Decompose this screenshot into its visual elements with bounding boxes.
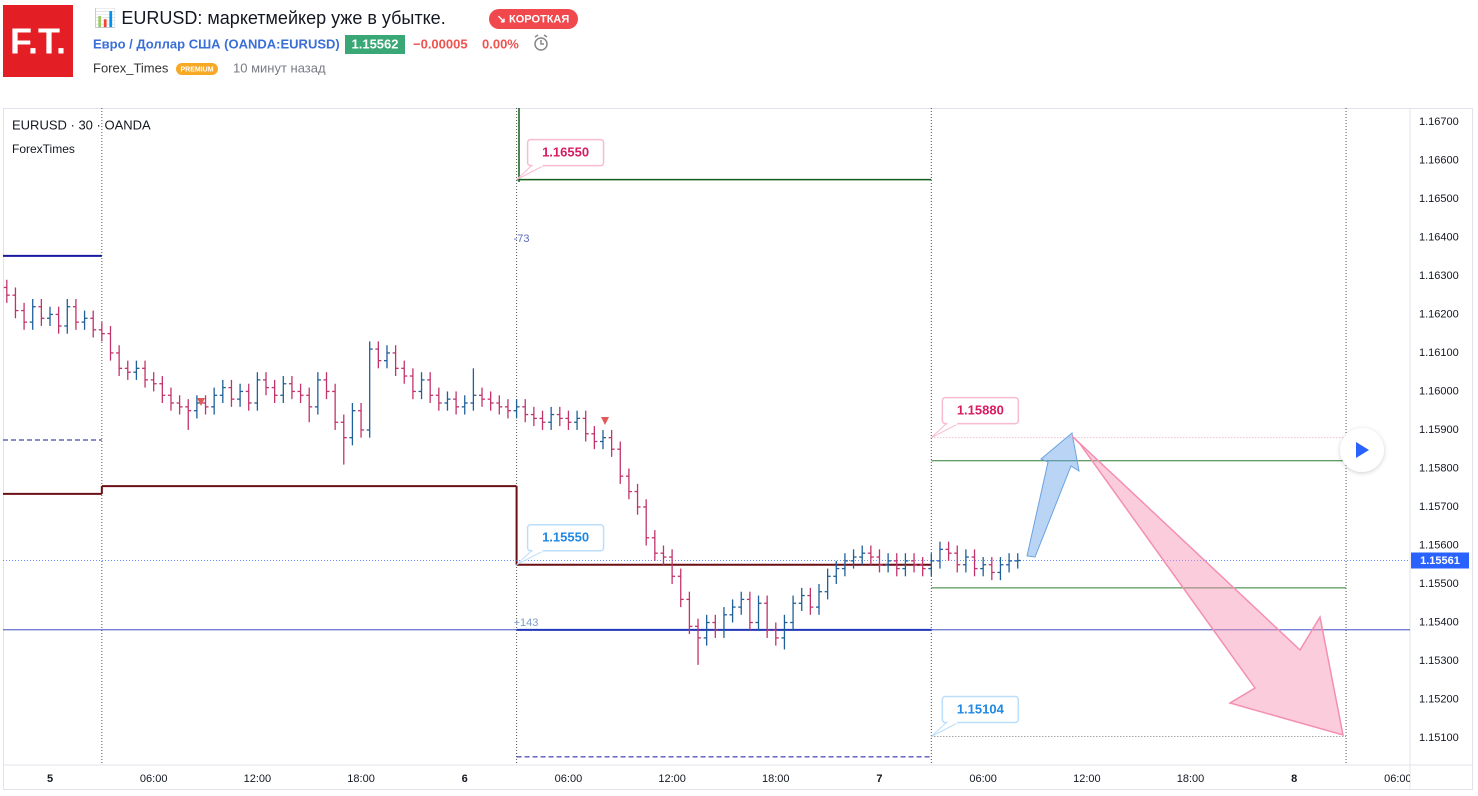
- price-label-box: [941, 695, 1020, 724]
- y-tick-label: 1.15400: [1419, 616, 1459, 628]
- y-tick-label: 1.16200: [1419, 308, 1459, 320]
- plot: -73 +143: [3, 108, 1410, 765]
- y-tick-label: 1.15200: [1419, 693, 1459, 705]
- play-icon: [1356, 442, 1369, 458]
- level-note: -73: [514, 233, 530, 245]
- x-tick-label: 06:00: [969, 773, 997, 785]
- change-pct: 0.00%: [482, 36, 519, 51]
- y-tick-label: 1.15800: [1419, 462, 1459, 474]
- y-tick-label: 1.15500: [1419, 578, 1459, 590]
- y-tick-label: 1.16500: [1419, 193, 1459, 205]
- x-tick-label: 8: [1291, 773, 1297, 785]
- x-tick-label: 18:00: [762, 773, 790, 785]
- price-label: 1.15550: [542, 530, 589, 545]
- price-label: 1.15104: [957, 701, 1005, 716]
- price-label: 1.16550: [542, 145, 589, 160]
- price-label-box: [526, 138, 605, 167]
- x-tick-label: 06:00: [140, 773, 168, 785]
- x-tick-label: 6: [462, 773, 468, 785]
- logo-text: F.T.: [10, 21, 66, 62]
- price-label-box: [941, 396, 1020, 425]
- price-label: 1.15880: [957, 403, 1004, 418]
- y-tick-label: 1.16600: [1419, 154, 1459, 166]
- chart-legend: EURUSD · 30 · OANDA: [12, 117, 151, 132]
- y-tick-label: 1.15300: [1419, 655, 1459, 667]
- y-tick-label: 1.16100: [1419, 347, 1459, 359]
- callout-joint: [947, 421, 958, 425]
- indicator-name: ForexTimes: [12, 142, 75, 156]
- x-tick-label: 12:00: [1073, 773, 1101, 785]
- y-tick-label: 1.15700: [1419, 501, 1459, 513]
- last-price-box: [1411, 552, 1469, 569]
- x-tick-label: 7: [876, 773, 882, 785]
- y-tick-label: 1.15900: [1419, 424, 1459, 436]
- x-tick-label: 06:00: [1384, 773, 1412, 785]
- callout-joint: [532, 163, 543, 167]
- idea-title: 📊 EURUSD: маркетмейкер уже в убытке.: [94, 7, 446, 28]
- y-tick-label: 1.16700: [1419, 116, 1459, 128]
- y-tick-label: 1.16400: [1419, 231, 1459, 243]
- direction-badge: [489, 9, 578, 29]
- overlay: 1.15550 1.16550 1.15880 1.15104: [197, 138, 1384, 737]
- last-price-label: 1.15561: [1420, 555, 1460, 567]
- y-tick-label: 1.15600: [1419, 539, 1459, 551]
- y-tick-label: 1.16300: [1419, 270, 1459, 282]
- up-arrow: [1026, 432, 1080, 558]
- level-note: +143: [514, 617, 539, 629]
- alert-icon[interactable]: [534, 34, 548, 51]
- author[interactable]: Forex_Times: [93, 60, 169, 75]
- direction-label: ↘ КОРОТКАЯ: [497, 13, 570, 25]
- x-tick-label: 5: [47, 773, 53, 785]
- price-badge: [345, 35, 405, 54]
- price-label-box: [526, 523, 605, 552]
- logo[interactable]: [3, 5, 73, 77]
- callout-joint: [532, 548, 543, 552]
- callout-joint: [947, 720, 958, 724]
- signal-marker: [601, 417, 609, 425]
- price: 1.15562: [352, 36, 399, 51]
- symbol-link[interactable]: Евро / Доллар США (OANDA:EURUSD): [93, 36, 340, 51]
- x-tick-label: 12:00: [244, 773, 272, 785]
- post-time: 10 минут назад: [233, 60, 326, 75]
- premium-badge: [176, 63, 218, 75]
- x-tick-label: 12:00: [658, 773, 686, 785]
- x-tick-label: 18:00: [1177, 773, 1205, 785]
- signal-marker: [197, 398, 205, 406]
- y-tick-label: 1.15100: [1419, 732, 1459, 744]
- chart-frame: [3, 108, 1473, 790]
- change: −0.00005: [413, 36, 468, 51]
- down-arrow: [1071, 435, 1344, 737]
- y-tick-label: 1.16000: [1419, 385, 1459, 397]
- x-tick-label: 06:00: [555, 773, 583, 785]
- premium-label: PREMIUM: [180, 66, 213, 73]
- x-tick-label: 18:00: [347, 773, 375, 785]
